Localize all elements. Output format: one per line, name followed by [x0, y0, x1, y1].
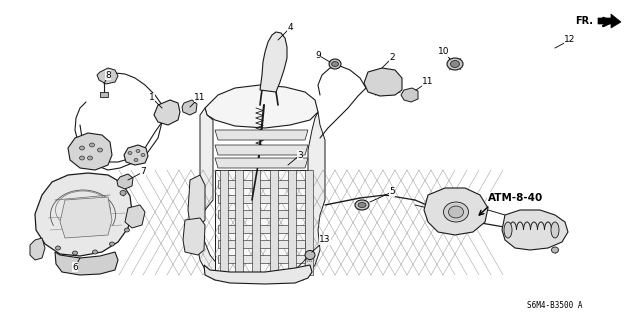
Ellipse shape [97, 148, 102, 152]
Polygon shape [60, 197, 112, 238]
Text: S6M4-B3500 A: S6M4-B3500 A [527, 300, 583, 309]
Bar [218, 255, 305, 263]
Polygon shape [205, 85, 318, 128]
Polygon shape [401, 88, 418, 102]
Bar [305, 170, 313, 275]
Polygon shape [55, 252, 118, 275]
Text: 11: 11 [195, 93, 205, 101]
Ellipse shape [79, 146, 84, 150]
Ellipse shape [305, 250, 315, 259]
Polygon shape [188, 175, 205, 228]
Polygon shape [125, 205, 145, 228]
Text: 3: 3 [297, 151, 303, 160]
Text: 13: 13 [319, 235, 331, 244]
Ellipse shape [449, 206, 463, 218]
Polygon shape [124, 145, 148, 165]
Text: FR.: FR. [575, 16, 593, 26]
Polygon shape [154, 100, 180, 125]
Bar [235, 170, 243, 275]
Ellipse shape [72, 251, 77, 255]
Bar [218, 180, 305, 188]
Polygon shape [68, 133, 112, 170]
Ellipse shape [128, 152, 132, 154]
Text: 7: 7 [140, 167, 146, 176]
Ellipse shape [552, 247, 559, 253]
Ellipse shape [109, 242, 115, 246]
Polygon shape [424, 188, 488, 235]
Ellipse shape [504, 222, 512, 238]
Polygon shape [598, 14, 621, 28]
Text: 12: 12 [564, 35, 576, 44]
Ellipse shape [79, 156, 84, 160]
Polygon shape [295, 112, 325, 280]
Text: ATM-8-40: ATM-8-40 [488, 193, 543, 203]
Polygon shape [204, 265, 312, 284]
Ellipse shape [120, 190, 126, 196]
Text: 6: 6 [72, 263, 78, 271]
Text: 11: 11 [422, 78, 434, 86]
Text: 4: 4 [287, 24, 293, 33]
Ellipse shape [355, 200, 369, 210]
Ellipse shape [88, 156, 93, 160]
Ellipse shape [358, 203, 366, 207]
Text: 5: 5 [389, 188, 395, 197]
Bar [220, 170, 228, 275]
Polygon shape [182, 100, 197, 115]
Ellipse shape [447, 58, 463, 70]
Bar [218, 225, 305, 233]
Polygon shape [30, 238, 45, 260]
Text: 10: 10 [438, 48, 450, 56]
Bar [218, 210, 305, 218]
Ellipse shape [551, 222, 559, 238]
Ellipse shape [90, 143, 95, 147]
Polygon shape [364, 68, 402, 96]
Polygon shape [97, 68, 118, 84]
Polygon shape [215, 145, 308, 155]
Polygon shape [502, 210, 568, 250]
Bar [215, 170, 308, 275]
Ellipse shape [141, 153, 145, 157]
Ellipse shape [56, 246, 61, 250]
Text: 8: 8 [105, 70, 111, 79]
Bar [270, 170, 278, 275]
Ellipse shape [136, 150, 140, 152]
Polygon shape [35, 173, 132, 256]
Text: 1: 1 [149, 93, 155, 102]
Ellipse shape [329, 59, 341, 69]
Text: 2: 2 [389, 54, 395, 63]
Bar [218, 240, 305, 248]
Bar [252, 170, 260, 275]
Polygon shape [196, 108, 220, 280]
Polygon shape [215, 158, 308, 168]
Bar [100, 92, 108, 97]
Bar [288, 170, 296, 275]
Text: 9: 9 [315, 50, 321, 60]
Ellipse shape [134, 159, 138, 161]
Polygon shape [215, 130, 308, 140]
Polygon shape [117, 174, 133, 189]
Bar [218, 195, 305, 203]
Polygon shape [183, 218, 205, 255]
Ellipse shape [332, 62, 339, 66]
Ellipse shape [93, 250, 97, 254]
Ellipse shape [444, 202, 468, 222]
Polygon shape [260, 32, 287, 92]
Ellipse shape [451, 61, 460, 68]
Ellipse shape [125, 228, 129, 232]
